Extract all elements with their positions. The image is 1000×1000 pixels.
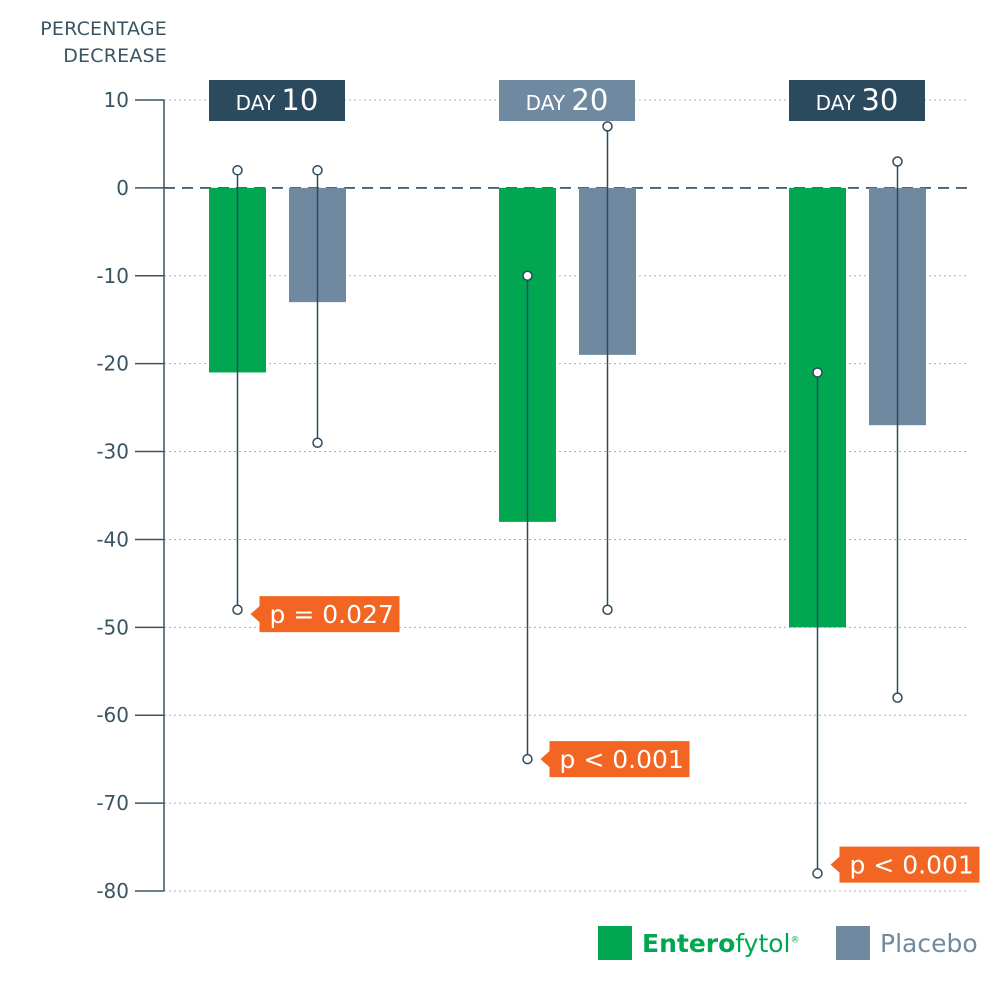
- legend-label-enterofytol-bold: Entero: [642, 928, 736, 958]
- group-header-box: [499, 80, 635, 121]
- y-tick-label: -80: [96, 879, 129, 903]
- group-header-label: DAY 30: [816, 83, 899, 117]
- y-tick-label: -70: [96, 791, 129, 815]
- legend-label-enterofytol-rest: fytol: [735, 928, 791, 958]
- error-cap-high: [232, 165, 243, 176]
- error-cap-low: [232, 604, 243, 616]
- registered-mark: ®: [790, 935, 800, 946]
- error-cap-high: [812, 367, 823, 378]
- y-tick-label: -20: [96, 352, 129, 376]
- error-cap-low: [522, 753, 533, 765]
- error-cap-high: [892, 156, 903, 167]
- y-axis-label-line-2: DECREASE: [63, 45, 167, 67]
- y-tick-label: -50: [96, 615, 129, 639]
- p-value-label: p = 0.027: [270, 600, 394, 629]
- y-tick-label: -30: [96, 440, 129, 464]
- legend-swatch-enterofytol: [598, 926, 632, 960]
- group-header-number: 20: [571, 83, 608, 117]
- error-cap-low: [602, 604, 613, 616]
- p-value-callout: [250, 596, 400, 633]
- error-cap-high: [522, 270, 533, 282]
- group-header-number: 10: [281, 83, 318, 117]
- legend-label-enterofytol: Enterofytol®: [642, 929, 800, 958]
- p-value-callout: [540, 741, 690, 778]
- group-header-prefix: DAY: [526, 91, 572, 115]
- group-header-box: [209, 80, 345, 121]
- group-header-prefix: DAY: [236, 91, 282, 115]
- y-tick-label: -60: [96, 703, 129, 727]
- y-tick-label: -40: [96, 527, 129, 551]
- group-header-box: [789, 80, 925, 121]
- legend-swatch-placebo: [836, 926, 870, 960]
- y-tick-label: 0: [116, 176, 129, 200]
- legend-label-placebo: Placebo: [880, 928, 978, 958]
- error-cap-high: [312, 165, 323, 176]
- error-cap-low: [812, 868, 823, 879]
- y-axis-label-line-1: PERCENTAGE: [40, 18, 167, 40]
- legend-item-enterofytol: Enterofytol®: [598, 926, 800, 960]
- error-cap-high: [602, 121, 613, 132]
- legend-item-placebo: Placebo: [836, 926, 978, 960]
- group-header-number: 30: [861, 83, 898, 117]
- error-cap-low: [312, 437, 323, 449]
- error-cap-low: [892, 692, 903, 703]
- group-header-prefix: DAY: [816, 91, 862, 115]
- y-tick-label: -10: [96, 264, 129, 288]
- group-header-label: DAY 20: [526, 83, 609, 117]
- p-value-label: p < 0.001: [560, 745, 684, 774]
- group-header-label: DAY 10: [236, 83, 319, 117]
- p-value-callout: [830, 846, 980, 883]
- p-value-label: p < 0.001: [850, 851, 974, 880]
- y-tick-label: 10: [104, 88, 129, 112]
